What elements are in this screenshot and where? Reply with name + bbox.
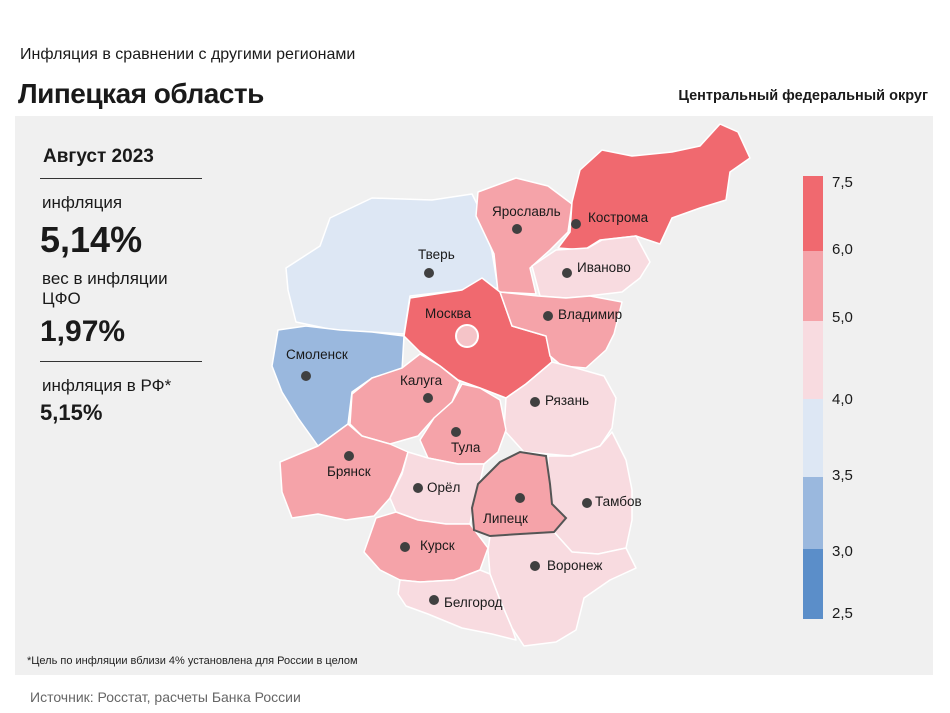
- legend-bin-2-5-3-0: [803, 549, 823, 619]
- period-label: Август 2023: [43, 146, 154, 167]
- label-bryansk: Брянск: [327, 464, 371, 479]
- region-belgorod: [397, 569, 517, 641]
- district-label: Центральный федеральный округ: [678, 88, 928, 104]
- region-tula: [419, 383, 507, 465]
- page-title: Липецкая область: [18, 78, 264, 109]
- label-lipetsk: Липецк: [483, 511, 528, 526]
- legend-bin-5-0-6-0: [803, 251, 823, 321]
- legend-tick: 4,0: [832, 391, 853, 408]
- legend-bin-4-0-5-0: [803, 321, 823, 399]
- label-kursk: Курск: [420, 538, 455, 553]
- source-note: Источник: Росстат, расчеты Банка России: [30, 689, 301, 705]
- color-legend: [803, 176, 823, 619]
- label-tula: Тула: [451, 440, 481, 455]
- city-dot-kaluga: [423, 393, 433, 403]
- rf-inflation-value: 5,15%: [40, 400, 103, 425]
- inflation-value: 5,14%: [40, 219, 143, 260]
- label-voronezh: Воронеж: [547, 558, 602, 573]
- region-smolensk: [271, 325, 405, 447]
- label-kaluga: Калуга: [400, 373, 443, 388]
- city-dot-belgorod: [429, 595, 439, 605]
- inflation-label: инфляция: [42, 193, 123, 212]
- weight-label: вес в инфляции ЦФО: [42, 269, 168, 308]
- legend-bin-3-0-3-5: [803, 477, 823, 549]
- city-dot-orel: [413, 483, 423, 493]
- label-vladimir: Владимир: [558, 307, 622, 322]
- region-kostroma: [557, 123, 751, 251]
- legend-bin-6-0-7-5: [803, 176, 823, 251]
- label-tver: Тверь: [418, 247, 455, 262]
- legend-tick: 3,0: [832, 543, 853, 560]
- city-dot-smolensk: [301, 371, 311, 381]
- city-dot-kursk: [400, 542, 410, 552]
- legend-tick: 2,5: [832, 605, 853, 622]
- label-smolensk: Смоленск: [286, 347, 348, 362]
- city-dot-voronezh: [530, 561, 540, 571]
- city-dot-tambov: [582, 498, 592, 508]
- label-belgorod: Белгород: [444, 595, 503, 610]
- label-tambov: Тамбов: [595, 494, 642, 509]
- label-ryazan: Рязань: [545, 393, 589, 408]
- legend-tick: 3,5: [832, 467, 853, 484]
- city-dot-tula: [451, 427, 461, 437]
- region-bryansk: [279, 423, 409, 521]
- label-yaroslavl: Ярославль: [492, 204, 561, 219]
- stats-block: Август 2023 инфляция 5,14% вес в инфляци…: [40, 146, 202, 426]
- city-dot-tver: [424, 268, 434, 278]
- label-kostroma: Кострома: [588, 210, 649, 225]
- lipetsk-highlight-outline: [470, 450, 568, 538]
- label-orel: Орёл: [427, 480, 460, 495]
- footnote: *Цель по инфляции вблизи 4% установлена …: [27, 655, 358, 667]
- weight-value: 1,97%: [40, 315, 126, 348]
- city-dot-ivanovo: [562, 268, 572, 278]
- city-dot-bryansk: [344, 451, 354, 461]
- city-dot-lipetsk: [515, 493, 525, 503]
- city-dot-kostroma: [571, 219, 581, 229]
- region-kursk: [363, 511, 489, 583]
- legend-bin-3-5-4-0: [803, 399, 823, 477]
- region-yaroslavl: [475, 177, 573, 295]
- city-dot-vladimir: [543, 311, 553, 321]
- label-moskva: Москва: [425, 306, 472, 321]
- legend-tick: 5,0: [832, 309, 853, 326]
- region-tver: [285, 193, 499, 335]
- legend-tick: 6,0: [832, 241, 853, 258]
- city-dot-yaroslavl: [512, 224, 522, 234]
- divider: [40, 361, 202, 362]
- legend-tick: 7,5: [832, 174, 853, 191]
- label-ivanovo: Иваново: [577, 260, 631, 275]
- city-dot-ryazan: [530, 397, 540, 407]
- region-vladimir: [499, 291, 623, 369]
- map-subtitle: Инфляция в сравнении с другими регионами: [20, 46, 356, 63]
- divider: [40, 178, 202, 179]
- rf-inflation-label: инфляция в РФ*: [42, 376, 172, 395]
- moscow-city-marker: [455, 324, 479, 348]
